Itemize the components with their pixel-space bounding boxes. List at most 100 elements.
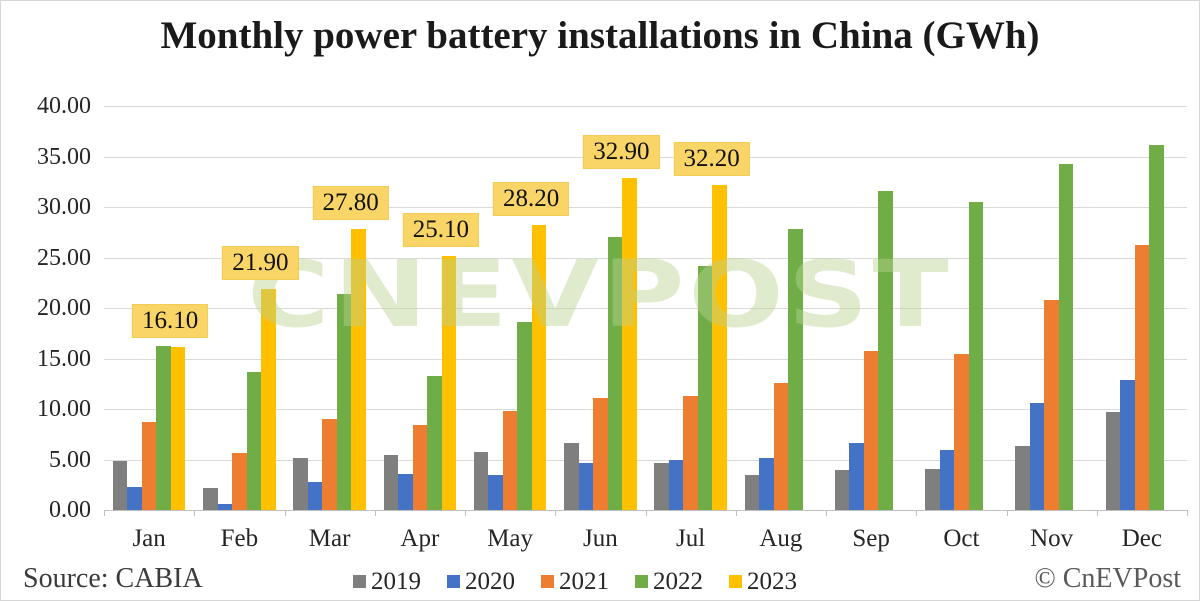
bar-2020-jan [127,486,142,510]
y-tick-label: 25.00 [37,244,91,271]
bar-2023-apr [441,256,457,510]
legend-label: 2019 [371,568,421,595]
x-tick [1096,510,1098,516]
y-tick-label: 40.00 [37,93,91,119]
bar-2019-dec [1105,412,1121,510]
bar-2022-oct [968,201,984,510]
legend-label: 2022 [653,568,703,595]
x-category-label: Dec [1121,525,1162,552]
x-tick [104,510,105,516]
x-tick [284,510,286,516]
bar-2023-may [531,225,547,510]
bar-2019-apr [383,455,399,510]
bar-2019-nov [1015,446,1030,510]
bar-2021-feb [232,453,247,510]
x-tick [194,510,196,516]
bar-2019-sep [834,469,850,510]
bar-2022-dec [1149,145,1164,510]
legend: 2019 2020 2021 2022 2023 [353,569,797,594]
chart-title: Monthly power battery installations in C… [160,14,1040,57]
bar-2021-sep [863,351,879,510]
bar-2020-apr [398,473,413,510]
bar-2022-jan [156,346,171,510]
bar-2022-may [517,322,532,510]
bar-2021-may [502,411,518,510]
y-tick-label: 10.00 [37,396,91,422]
gridline [104,308,1187,309]
x-category-label: Mar [308,525,351,552]
bar-2022-mar [336,293,352,510]
bar-2023-jul [712,184,727,510]
data-label-2023-may: 28.20 [493,182,570,217]
bar-2019-mar [293,458,308,510]
bar-2023-feb [261,288,276,510]
y-tick-label: 0.00 [49,497,91,523]
bar-2023-jun [622,177,637,510]
data-label-2023-mar: 27.80 [312,186,389,221]
bar-2019-jun [564,443,579,510]
data-label-2023-jul: 32.20 [673,141,750,176]
bar-2022-apr [427,375,442,510]
bar-2022-jun [607,237,623,510]
y-tick-label: 20.00 [37,295,91,321]
bar-2023-mar [351,229,366,510]
bar-2020-feb [217,503,233,510]
legend-item-2019: 2019 [353,569,421,594]
gridline [104,106,1187,107]
legend-swatch-icon [729,575,742,588]
bar-2019-may [473,452,489,510]
bar-2019-jul [654,462,669,510]
x-category-label: Oct [943,525,980,552]
data-label-2023-apr: 25.10 [402,213,479,248]
bar-2021-apr [412,425,428,510]
bar-2020-oct [939,450,955,510]
bar-2022-feb [246,371,262,510]
bar-2019-oct [925,468,940,510]
y-tick-label: 30.00 [37,194,91,220]
x-category-label: Feb [220,525,259,552]
gridline [104,257,1187,259]
bar-2019-feb [203,487,218,510]
bar-2020-mar [307,481,323,510]
bar-2020-nov [1029,402,1045,510]
legend-item-2022: 2022 [635,569,703,594]
bar-2020-aug [759,458,774,510]
x-tick [916,510,918,516]
x-category-label: Jun [583,525,618,552]
y-tick-label: 15.00 [37,345,91,372]
bar-2022-sep [878,190,893,510]
legend-swatch-icon [541,575,554,588]
legend-label: 2020 [465,568,515,595]
gridline [104,459,1187,461]
x-category-label: Jan [132,525,166,552]
bar-2021-jun [593,397,608,510]
x-category-label: Sep [852,525,890,552]
footer-row: Source: CABIA 2019 2020 2021 2022 2023 © CnE… [1,561,1199,599]
x-tick [826,510,827,516]
bar-2020-jun [578,462,594,510]
x-tick [374,510,376,516]
bar-2020-sep [849,443,864,510]
bar-2021-oct [954,354,969,510]
bar-2021-jan [141,422,157,510]
legend-item-2021: 2021 [541,569,609,594]
x-category-label: Apr [400,525,440,552]
legend-item-2020: 2020 [447,569,515,594]
legend-swatch-icon [447,575,460,588]
x-category-label: Jul [676,525,706,552]
legend-swatch-icon [353,575,366,588]
bar-2022-nov [1058,163,1074,510]
bar-2021-nov [1044,299,1059,510]
y-tick-label: 5.00 [49,446,91,473]
x-category-label: Aug [759,525,803,552]
bar-2022-aug [788,229,803,510]
x-category-label: May [487,525,534,552]
gridline [104,409,1187,410]
bar-2019-aug [744,474,760,510]
x-tick [1006,510,1008,516]
legend-swatch-icon [635,575,648,588]
bar-2021-aug [773,382,789,510]
source-label: Source: CABIA [23,563,203,594]
